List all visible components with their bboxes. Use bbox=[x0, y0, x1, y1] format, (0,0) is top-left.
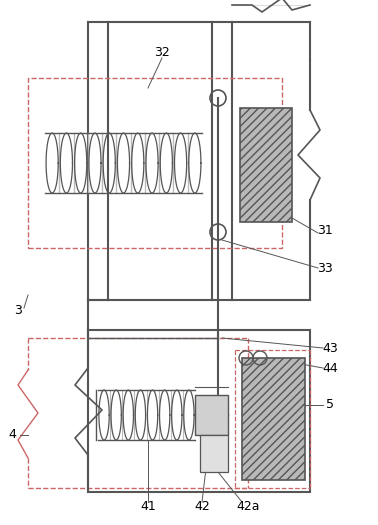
Bar bbox=[88, 330, 310, 492]
Bar bbox=[200, 435, 228, 472]
Bar bbox=[195, 395, 228, 435]
Text: 43: 43 bbox=[322, 341, 338, 354]
Text: 3: 3 bbox=[14, 303, 22, 317]
Text: 42: 42 bbox=[194, 499, 210, 512]
Text: 5: 5 bbox=[326, 398, 334, 412]
Text: 41: 41 bbox=[140, 499, 156, 512]
Text: 31: 31 bbox=[317, 224, 333, 236]
Bar bbox=[242, 358, 305, 480]
Text: 44: 44 bbox=[322, 362, 338, 374]
Text: 42a: 42a bbox=[236, 499, 260, 512]
Text: 4: 4 bbox=[8, 428, 16, 442]
Bar bbox=[240, 108, 292, 222]
Text: 33: 33 bbox=[317, 261, 333, 275]
Text: 32: 32 bbox=[154, 46, 170, 58]
